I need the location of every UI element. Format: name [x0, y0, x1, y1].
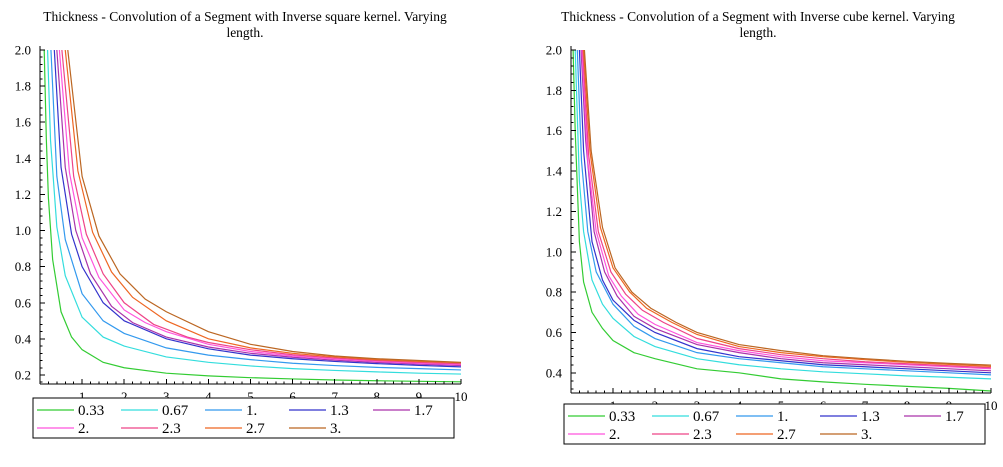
series-line-3_ [583, 50, 992, 366]
series-line-3_ [67, 50, 462, 363]
legend-label: 0.33 [609, 409, 635, 425]
legend-label: 2. [78, 421, 89, 437]
y-tick-label: 0.6 [15, 295, 32, 310]
series-line-1_ [576, 50, 992, 376]
legend-box [563, 403, 986, 445]
legend-label: 3. [330, 421, 341, 437]
x-tick-label: 10 [985, 398, 998, 413]
x-tick-label: 10 [455, 389, 468, 404]
series-line-2_ [58, 50, 462, 366]
series-line-2_7 [64, 50, 462, 364]
x-tick-label: 3 [163, 389, 170, 404]
legend-label: 1.7 [945, 409, 964, 425]
legend-label: 1.3 [861, 409, 880, 425]
legend-label: 2.7 [777, 427, 796, 443]
chart-plot: 1 2 3 4 5 6 7 8 9 10 0.2 0.4 0.6 0.8 1.0 1.2 1.4 1.6 1.8 2.… [15, 43, 468, 439]
chart-title-line2: length. [739, 25, 777, 40]
series-group [572, 50, 992, 392]
x-tick-label: 5 [247, 389, 254, 404]
chart-title-line1: Thickness - Convolution of a Segment wit… [43, 9, 447, 24]
y-tick-label: 1.6 [546, 123, 563, 138]
legend-label: 2.3 [162, 421, 181, 437]
series-line-1_3 [578, 50, 992, 374]
legend-label: 2.3 [693, 427, 712, 443]
series-line-2_3 [61, 50, 462, 365]
series-line-1_7 [580, 50, 992, 372]
legend-label: 2. [609, 427, 620, 443]
legend-label: 0.33 [78, 403, 104, 419]
y-tick-label: 1.6 [15, 115, 32, 130]
x-tick-label: 4 [205, 389, 212, 404]
y-tick-label: 0.8 [546, 285, 562, 300]
y-tick-label: 1.4 [546, 164, 563, 179]
series-line-2_ [581, 50, 992, 370]
y-tick-label: 0.4 [546, 365, 563, 380]
chart-title-line2: length. [226, 25, 264, 40]
y-tick-label: 1.0 [546, 244, 562, 259]
series-line-0_67 [46, 50, 462, 375]
y-tick-label: 1.8 [546, 83, 562, 98]
series-group [43, 50, 462, 383]
legend-label: 2.7 [246, 421, 265, 437]
y-tick-label: 1.4 [15, 151, 32, 166]
legend-label: 0.67 [162, 403, 189, 419]
legend-box [32, 397, 455, 439]
x-tick-label: 1 [79, 389, 86, 404]
series-line-0_33 [43, 50, 462, 383]
y-tick-label: 1.2 [15, 187, 31, 202]
legend-label: 1.3 [330, 403, 349, 419]
legend-label: 1. [777, 409, 788, 425]
y-tick-label: 2.0 [546, 43, 562, 58]
x-tick-label: 8 [374, 389, 381, 404]
y-tick-label: 0.8 [15, 259, 31, 274]
x-tick-label: 2 [121, 389, 128, 404]
chart-title-line1: Thickness - Convolution of a Segment wit… [561, 9, 955, 24]
chart-plot: 123456789100.40.60.81.01.21.41.61.82.00.… [546, 43, 998, 445]
series-line-1_3 [53, 50, 462, 368]
chart-title: Thickness - Convolution of a Segment wit… [0, 9, 490, 41]
y-tick-label: 1.0 [15, 223, 31, 238]
series-line-0_33 [572, 50, 992, 392]
legend-label: 1. [246, 403, 257, 419]
y-tick-label: 2.0 [15, 43, 31, 58]
series-line-2_7 [583, 50, 992, 367]
series-line-0_67 [574, 50, 992, 380]
y-tick-label: 1.8 [15, 79, 31, 94]
y-tick-label: 0.2 [15, 367, 31, 382]
series-line-2_3 [582, 50, 992, 369]
legend-label: 0.67 [693, 409, 720, 425]
x-tick-label: 6 [289, 389, 296, 404]
y-tick-label: 1.2 [546, 204, 562, 219]
x-tick-label: 7 [331, 389, 338, 404]
chart-panel-inverse-square: Thickness - Convolution of a Segment wit… [0, 0, 490, 467]
y-tick-label: 0.4 [15, 331, 32, 346]
legend-label: 1.7 [414, 403, 433, 419]
series-line-1_ [50, 50, 462, 371]
series-line-1_7 [56, 50, 462, 367]
chart-panel-inverse-cube: Thickness - Convolution of a Segment wit… [513, 0, 1003, 467]
x-tick-label: 9 [416, 389, 423, 404]
legend-label: 3. [861, 427, 872, 443]
chart-title: Thickness - Convolution of a Segment wit… [513, 9, 1003, 41]
y-tick-label: 0.6 [546, 325, 563, 340]
